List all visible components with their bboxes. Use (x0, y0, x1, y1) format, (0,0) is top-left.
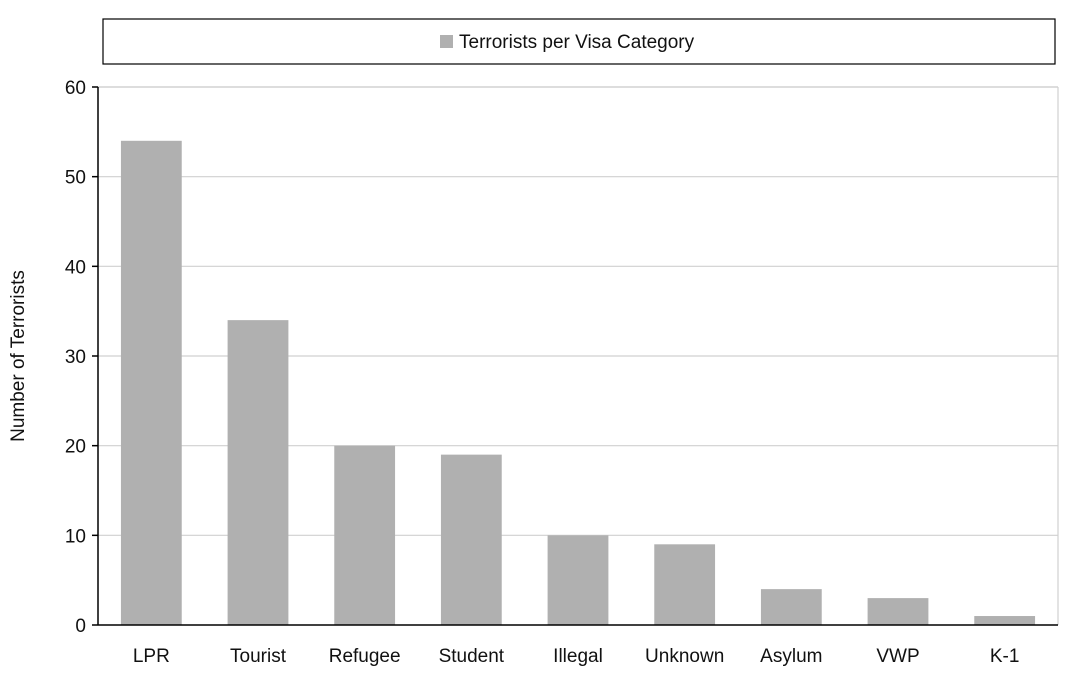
x-tick-label-k-1: K-1 (990, 646, 1020, 667)
plot-area (98, 86, 1059, 625)
bar-tourist (227, 320, 289, 625)
x-tick-label-refugee: Refugee (329, 646, 401, 667)
y-tick-label-20: 20 (65, 437, 86, 458)
y-axis-title: Number of Terrorists (8, 270, 29, 442)
x-tick-label-illegal: Illegal (553, 646, 603, 667)
legend-swatch (440, 35, 453, 48)
legend-label: Terrorists per Visa Category (459, 32, 695, 53)
x-tick-label-tourist: Tourist (230, 646, 287, 667)
bar-student (440, 454, 502, 625)
y-tick-label-0: 0 (75, 616, 86, 637)
y-tick-label-60: 60 (65, 78, 86, 99)
y-tick-labels: 0 10 20 30 40 50 60 (65, 78, 98, 637)
x-tick-labels: LPR Tourist Refugee Student Illegal Unknown As… (133, 646, 1020, 667)
bar-asylum (760, 589, 822, 625)
legend-box (102, 18, 1056, 65)
x-tick-label-asylum: Asylum (760, 646, 822, 667)
bar-refugee (334, 445, 396, 625)
legend: Terrorists per Visa Category (102, 18, 1056, 65)
y-tick-label-50: 50 (65, 168, 86, 189)
bar-illegal (547, 535, 609, 625)
bar-k-1 (974, 616, 1036, 625)
bar-unknown (654, 544, 716, 625)
x-tick-label-unknown: Unknown (645, 646, 724, 667)
y-tick-label-30: 30 (65, 347, 86, 368)
bars (120, 140, 1036, 626)
bar-lpr (120, 140, 182, 626)
y-tick-label-40: 40 (65, 257, 86, 278)
x-tick-label-lpr: LPR (133, 646, 170, 667)
x-tick-label-vwp: VWP (876, 646, 919, 667)
y-tick-label-10: 10 (65, 526, 86, 547)
bar-vwp (867, 598, 929, 625)
x-tick-label-student: Student (439, 646, 505, 667)
